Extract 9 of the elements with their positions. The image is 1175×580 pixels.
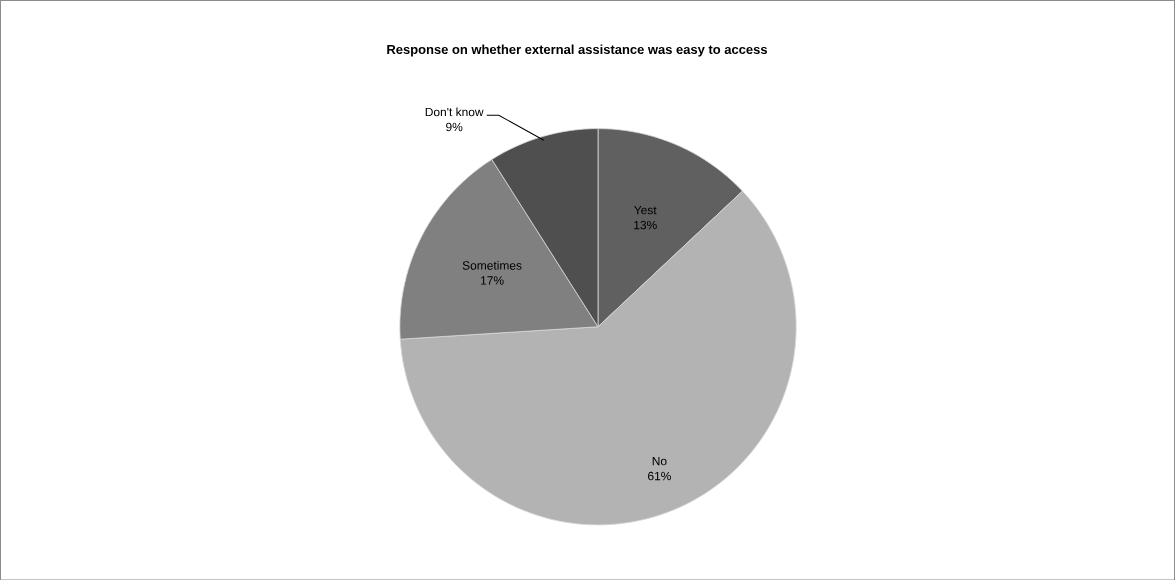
- data-label: 61%: [648, 471, 671, 481]
- data-label: 9%: [446, 122, 463, 131]
- slice-label: No: [652, 456, 667, 466]
- data-label: 13%: [634, 220, 657, 230]
- chart-title: Response on whether external assistance was easy to access: [387, 44, 767, 57]
- slice-label: Sometimes: [462, 260, 522, 270]
- data-label: 17%: [481, 276, 504, 285]
- slice-label: Yest: [634, 205, 657, 215]
- slice-label: Don't know: [425, 107, 484, 116]
